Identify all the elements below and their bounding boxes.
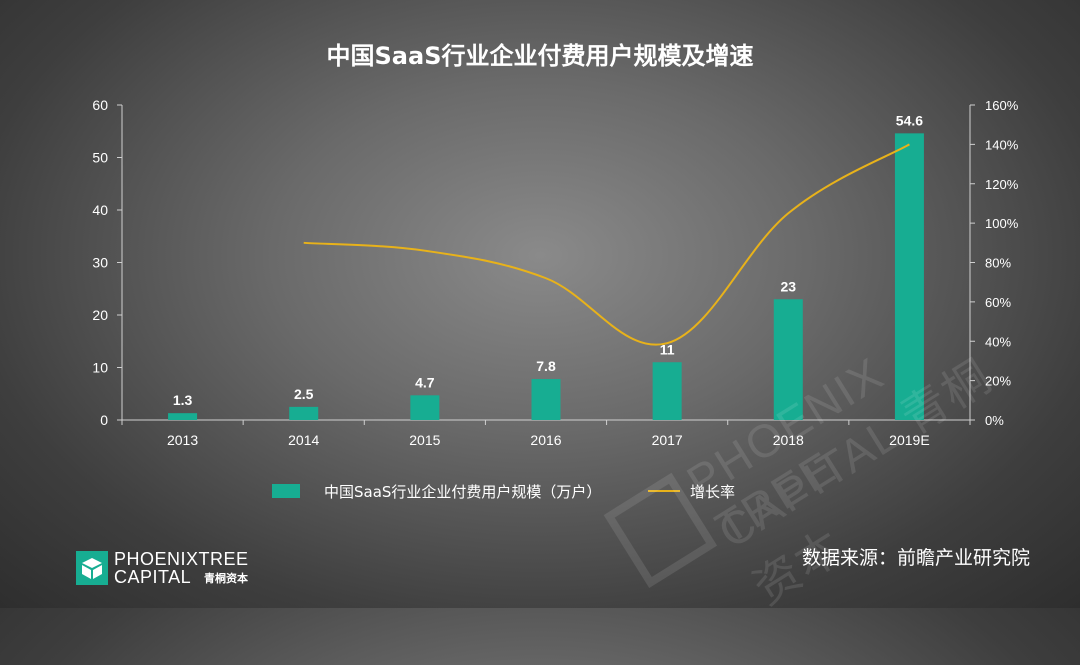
y-right-tick-label: 120% (985, 177, 1019, 192)
y-left-tick-label: 60 (92, 97, 108, 113)
y-left-tick-label: 10 (92, 360, 108, 376)
y-right-tick-label: 60% (985, 295, 1011, 310)
phoenixtree-logo-icon (76, 551, 108, 585)
bar-data-label: 2.5 (294, 386, 314, 402)
bar-data-label: 23 (780, 278, 796, 294)
bar-data-label: 4.7 (415, 374, 435, 390)
bar-2016 (531, 379, 561, 420)
x-tick-label: 2013 (167, 432, 198, 448)
logo-line2: CAPITAL (114, 567, 192, 587)
legend-line-label: 增长率 (690, 483, 736, 501)
y-left-tick-label: 20 (92, 307, 108, 323)
chart-canvas: 0 10 20 30 40 50 60 0% 20% 40% 60% 80% 100% 120% 140% 1… (92, 97, 1019, 448)
y-right-tick-label: 140% (985, 137, 1019, 152)
bar-2019E (894, 133, 924, 420)
bar-data-label: 1.3 (173, 392, 193, 408)
bar-2014 (289, 406, 319, 420)
company-logo: PHOENIXTREE CAPITAL 青桐资本 (76, 549, 276, 587)
y-left-tick-label: 30 (92, 255, 108, 271)
y-right-tick-label: 80% (985, 256, 1011, 271)
x-tick-label: 2018 (773, 432, 804, 448)
x-tick-label: 2016 (530, 432, 561, 448)
bar-2017 (652, 362, 682, 420)
x-tick-label: 2015 (409, 432, 440, 448)
growth-rate-line (303, 143, 910, 346)
legend-bar-swatch (272, 484, 300, 498)
chart-legend: 中国SaaS行业企业付费用户规模（万户） 增长率 (0, 478, 1080, 502)
bar-data-label: 54.6 (896, 112, 923, 128)
y-left-tick-label: 50 (92, 150, 108, 166)
x-tick-label: 2014 (288, 432, 319, 448)
bar-2013 (168, 413, 198, 420)
logo-line1: PHOENIXTREE (114, 549, 249, 569)
data-source: 数据来源：前瞻产业研究院 (801, 547, 1030, 569)
bar-2015 (410, 395, 440, 420)
y-right-tick-label: 160% (985, 98, 1019, 113)
y-right-tick-label: 0% (985, 413, 1004, 428)
x-tick-label: 2017 (652, 432, 683, 448)
x-tick-label: 2019E (889, 432, 929, 448)
bar-data-label: 11 (660, 341, 675, 357)
logo-chinese: 青桐资本 (204, 572, 248, 585)
chart-title: 中国SaaS行业企业付费用户规模及增速 (326, 42, 754, 70)
legend-bar-label: 中国SaaS行业企业付费用户规模（万户） (324, 483, 602, 501)
y-right-tick-label: 100% (985, 216, 1019, 231)
legend-line-swatch (648, 490, 680, 492)
y-right-tick-label: 20% (985, 374, 1011, 389)
y-right-tick-label: 40% (985, 334, 1011, 349)
y-left-tick-label: 0 (100, 412, 108, 428)
bar-2018 (773, 299, 803, 420)
bar-data-label: 7.8 (536, 358, 556, 374)
y-left-tick-label: 40 (92, 202, 108, 218)
